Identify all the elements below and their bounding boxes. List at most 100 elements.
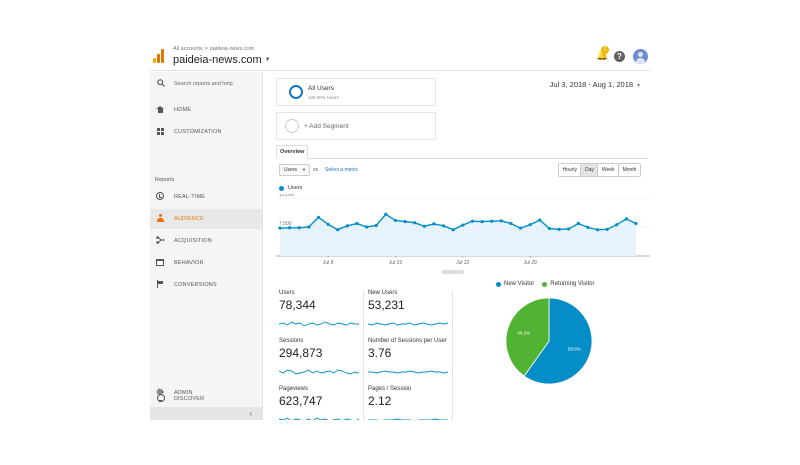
- granularity-month-button[interactable]: Month: [618, 164, 640, 176]
- tab-overview[interactable]: Overview: [276, 145, 309, 159]
- metric-divider: [363, 290, 364, 420]
- data-point[interactable]: [451, 228, 455, 232]
- metric-label: New Users: [368, 290, 398, 296]
- metric-new-users[interactable]: New Users 53,231: [368, 290, 452, 332]
- metric-label: Users: [279, 290, 295, 296]
- notifications-bell-icon[interactable]: 🔔 1: [596, 46, 609, 61]
- clock-icon: [154, 192, 166, 202]
- sidebar-item-real-time[interactable]: REAL-TIME: [150, 187, 262, 207]
- sidebar-item-behavior[interactable]: BEHAVIOR: [150, 253, 262, 273]
- pie-slice-returning-visitor[interactable]: [505, 297, 550, 377]
- sparkline-line: [368, 418, 448, 420]
- property-selector[interactable]: paideia-news.com ▼: [173, 54, 271, 66]
- data-point[interactable]: [470, 219, 475, 223]
- metric-pageviews[interactable]: Pageviews 623,747: [279, 386, 363, 420]
- data-point[interactable]: [576, 221, 580, 226]
- data-point[interactable]: [509, 221, 513, 226]
- data-point[interactable]: [355, 221, 359, 226]
- breadcrumb-root[interactable]: All accounts: [173, 46, 203, 52]
- sidebar-item-audience[interactable]: AUDIENCE: [150, 209, 262, 229]
- legend-dot: [279, 185, 284, 191]
- data-point[interactable]: [374, 223, 378, 228]
- analytics-app: All accounts > paideia-news.com paideia-ne…: [150, 43, 650, 420]
- gear-icon: [154, 388, 166, 398]
- data-point[interactable]: [586, 225, 590, 229]
- reports-section-label: Reports: [155, 177, 175, 183]
- pie-data-label: 59.8%: [568, 347, 581, 352]
- data-point[interactable]: [538, 218, 542, 222]
- data-point[interactable]: [499, 219, 503, 223]
- chevron-left-icon: ‹: [249, 409, 252, 418]
- sidebar-item-conversions[interactable]: CONVERSIONS: [150, 275, 262, 295]
- add-segment-button[interactable]: + Add Segment: [276, 112, 436, 140]
- help-icon[interactable]: ?: [614, 50, 625, 62]
- data-point[interactable]: [393, 218, 398, 223]
- data-point[interactable]: [336, 228, 340, 232]
- granularity-day-button[interactable]: Day: [580, 164, 598, 176]
- data-point[interactable]: [316, 215, 321, 219]
- granularity-week-button[interactable]: Week: [597, 164, 619, 176]
- data-point[interactable]: [364, 225, 369, 229]
- data-point[interactable]: [413, 221, 417, 225]
- sidebar-collapse-button[interactable]: ‹: [150, 407, 262, 420]
- analytics-logo-icon[interactable]: [153, 49, 165, 63]
- top-header: All accounts > paideia-news.com paideia-ne…: [150, 43, 650, 71]
- sparkline-line: [279, 321, 359, 327]
- data-point[interactable]: [557, 227, 561, 231]
- data-point[interactable]: [345, 224, 349, 228]
- data-point[interactable]: [297, 226, 301, 230]
- data-point[interactable]: [326, 222, 330, 226]
- avatar[interactable]: [633, 48, 648, 64]
- date-range-picker[interactable]: Jul 3, 2018 - Aug 1, 2018 ▼: [550, 80, 641, 89]
- sidebar-item-home[interactable]: HOME: [150, 100, 262, 120]
- data-point[interactable]: [288, 226, 292, 230]
- data-point[interactable]: [432, 222, 436, 226]
- sparkline-line: [279, 369, 359, 375]
- sidebar-item-label: BEHAVIOR: [174, 260, 204, 266]
- metric-sessions-per-user[interactable]: Number of Sessions per User 3.76: [368, 338, 452, 380]
- chevron-down-icon: ▼: [264, 57, 271, 64]
- data-point[interactable]: [490, 219, 494, 223]
- data-point[interactable]: [518, 226, 523, 230]
- data-point[interactable]: [615, 223, 619, 227]
- data-point[interactable]: [528, 223, 532, 227]
- sidebar-item-label: AUDIENCE: [174, 216, 205, 222]
- data-point[interactable]: [480, 219, 484, 224]
- metric-select[interactable]: Users ▼: [279, 164, 310, 176]
- data-point[interactable]: [634, 221, 638, 226]
- data-point[interactable]: [547, 226, 552, 231]
- y-tick-label: 15,000: [279, 194, 295, 198]
- data-point[interactable]: [403, 219, 407, 224]
- data-point[interactable]: [624, 217, 628, 221]
- data-point[interactable]: [567, 227, 571, 231]
- main-content: All Users 100.00% Users + Add Segment Ju…: [264, 72, 650, 420]
- sidebar-item-label: ADMIN: [174, 390, 193, 396]
- data-point[interactable]: [441, 224, 446, 228]
- sidebar-item-label: DISCOVER: [174, 396, 205, 402]
- segment-all-users[interactable]: All Users 100.00% Users: [276, 78, 436, 106]
- data-point[interactable]: [605, 227, 609, 231]
- chart-resize-handle[interactable]: [442, 270, 464, 274]
- sidebar-item-acquisition[interactable]: ACQUISITION: [150, 231, 262, 251]
- sidebar-item-admin[interactable]: ADMIN: [150, 383, 262, 403]
- data-point[interactable]: [422, 224, 426, 228]
- metric-sessions[interactable]: Sessions 294,873: [279, 338, 363, 380]
- data-point[interactable]: [307, 225, 311, 229]
- data-point[interactable]: [384, 212, 388, 216]
- sidebar-item-customization[interactable]: CUSTOMIZATION: [150, 122, 262, 142]
- pie-slice-new-visitor[interactable]: [523, 297, 593, 385]
- breadcrumb-property[interactable]: paideia-news.com: [209, 46, 255, 52]
- sidebar-search[interactable]: Search reports and help: [150, 74, 262, 94]
- metric-users[interactable]: Users 78,344: [279, 290, 363, 332]
- granularity-hourly-button[interactable]: Hourly: [559, 164, 581, 176]
- data-point[interactable]: [278, 226, 282, 230]
- select-metric-link[interactable]: Select a metric: [325, 167, 359, 173]
- users-line-chart: 15,000 7,500 Jul 8 Jul 15 Jul 22 Jul 29: [276, 194, 650, 276]
- y-tick-label: 7,500: [279, 221, 292, 227]
- metric-pages-per-session[interactable]: Pages / Session 2.12: [368, 386, 452, 420]
- search-input[interactable]: Search reports and help: [174, 81, 233, 87]
- x-tick-label: Jul 22: [456, 260, 470, 266]
- data-point[interactable]: [461, 223, 465, 227]
- metric-label: Pageviews: [279, 386, 309, 392]
- data-point[interactable]: [595, 228, 600, 232]
